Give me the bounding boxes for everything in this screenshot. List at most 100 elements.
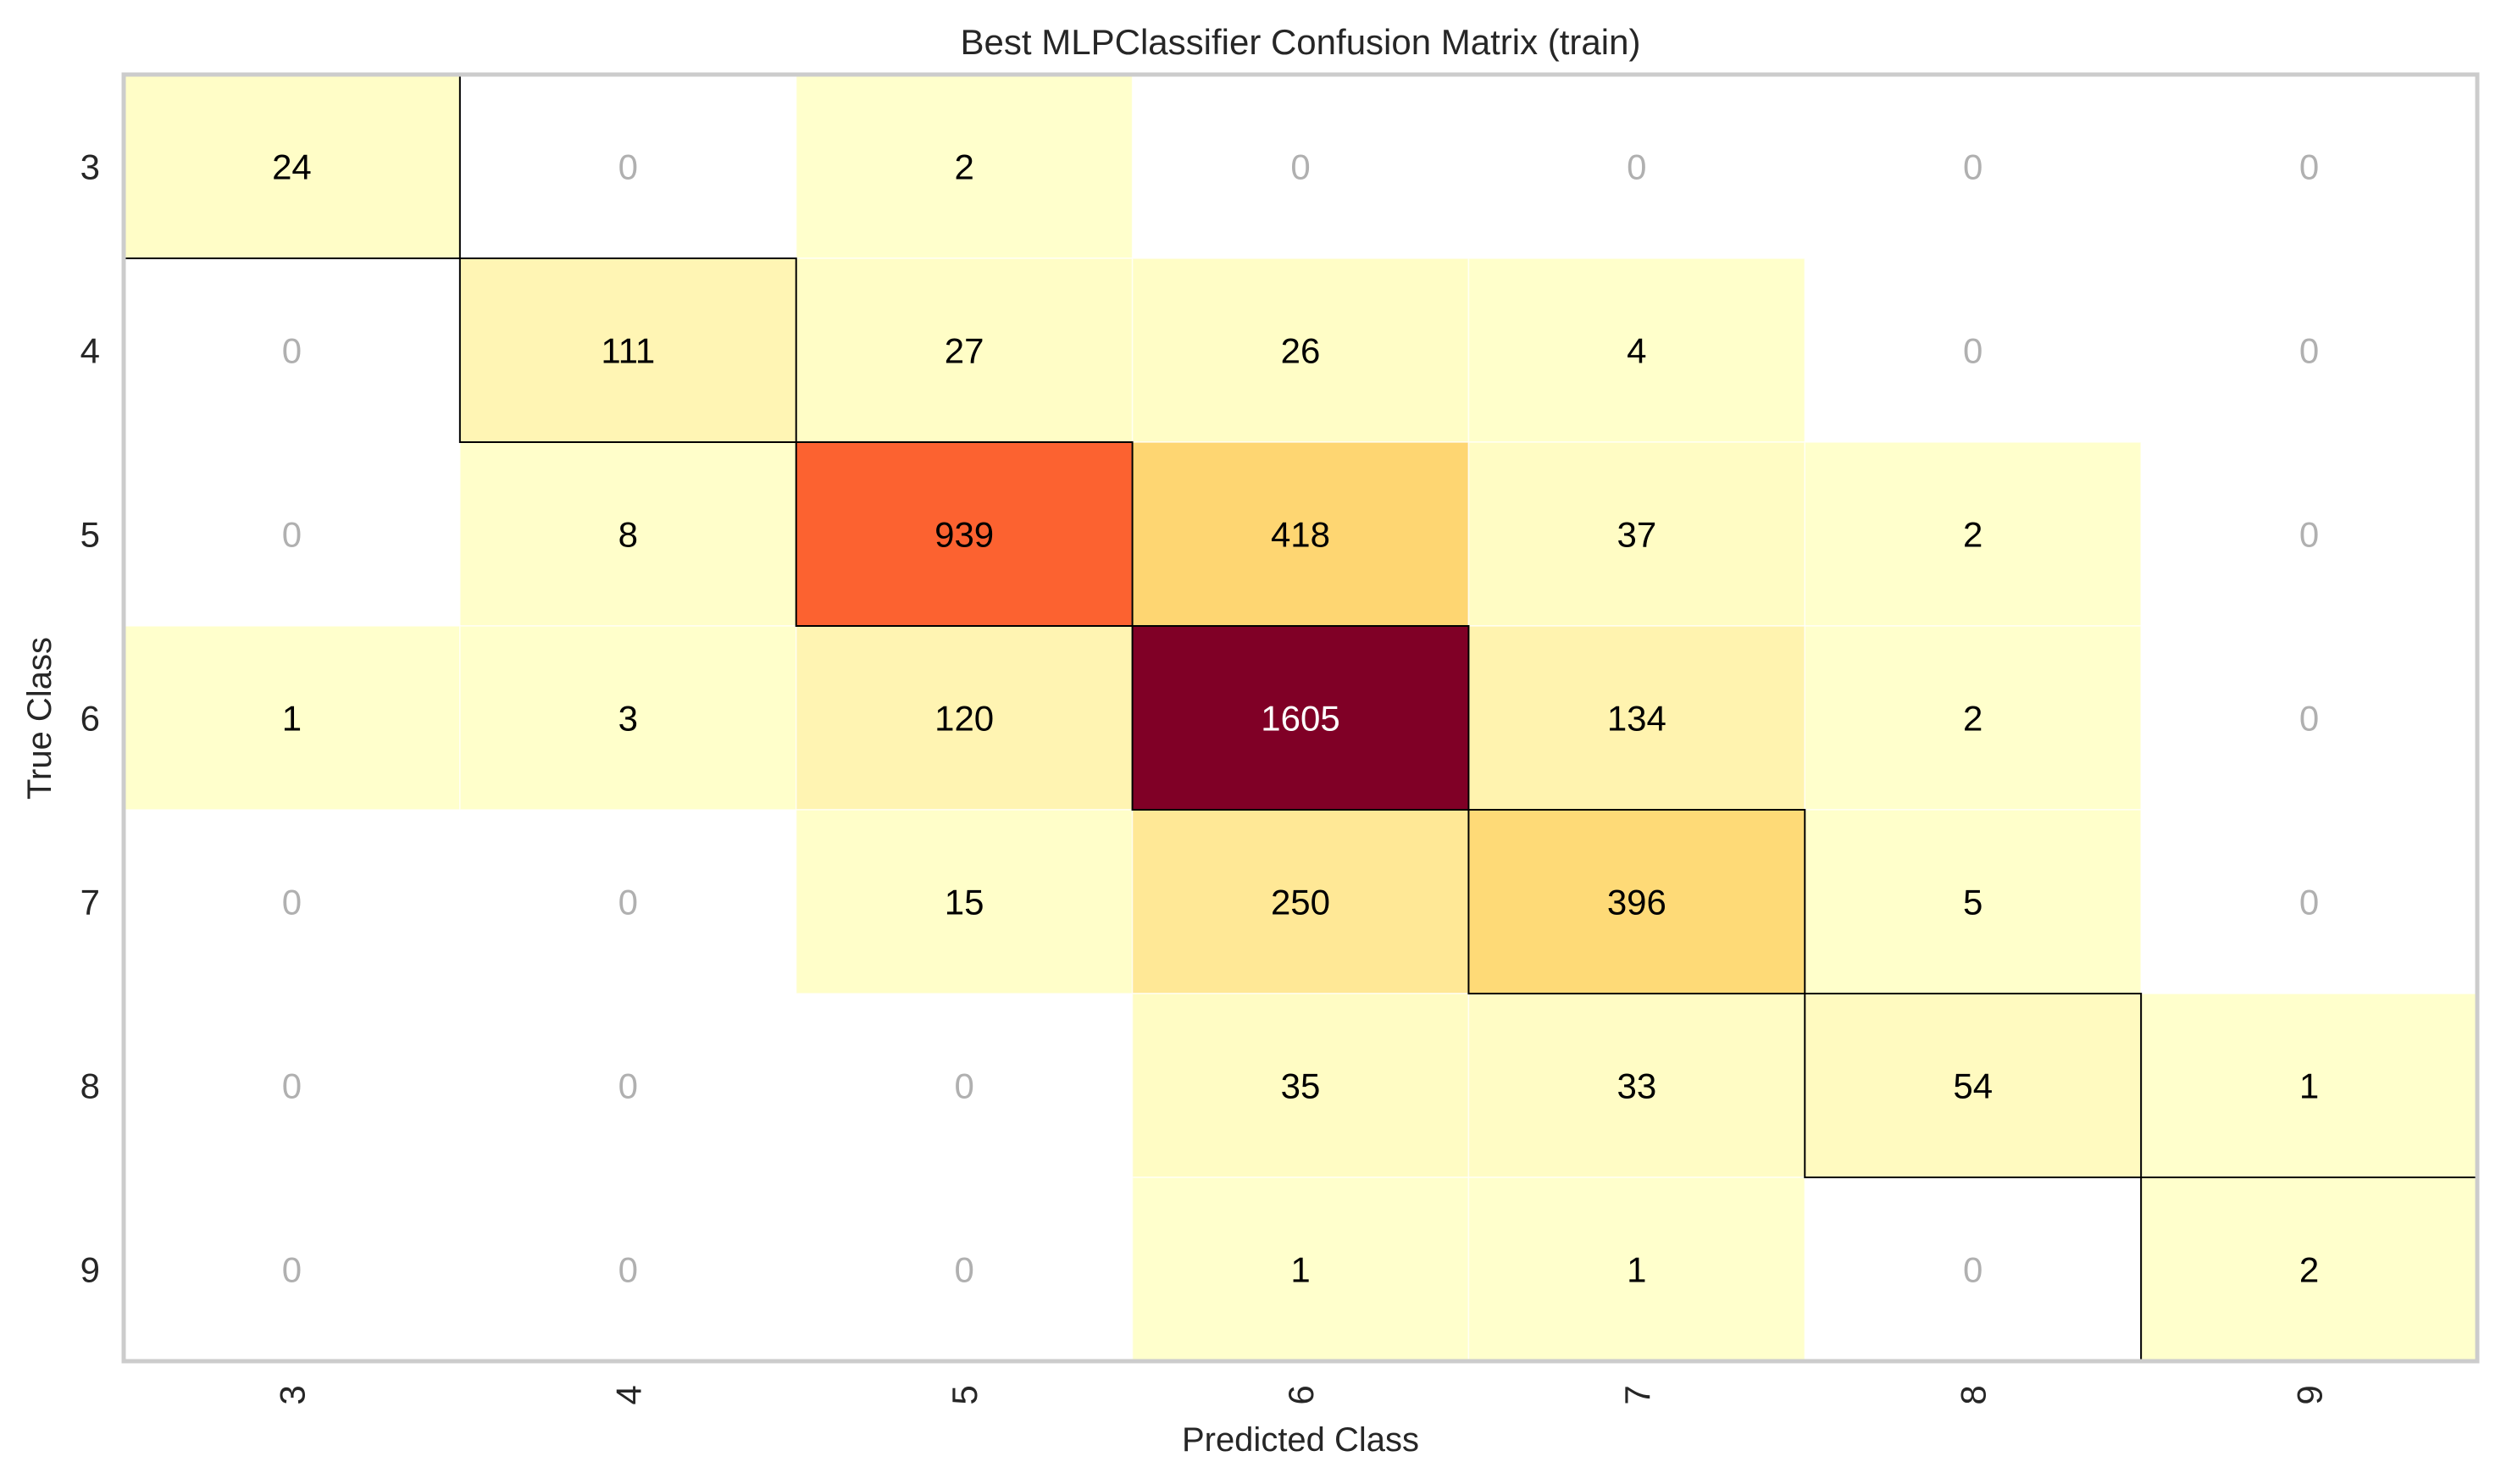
heatmap-cell	[2141, 810, 2477, 994]
x-tick-labels: 3 4 5 6 7 8 9	[272, 1385, 2329, 1404]
heatmap-cell	[1805, 258, 2142, 442]
cell-value-label: 250	[1271, 883, 1330, 922]
cell-value-label: 35	[1281, 1066, 1321, 1106]
heatmap-cell	[1131, 441, 1470, 627]
diagonal-cell-outline	[458, 257, 797, 443]
cell-value-label: 0	[282, 1250, 302, 1290]
heatmap-cell	[124, 1177, 460, 1361]
cell-value-label: 1605	[1261, 699, 1339, 739]
cell-value-label: 0	[1627, 147, 1646, 187]
cell-value-label: 27	[945, 331, 984, 371]
heatmap-cell	[124, 258, 460, 442]
heatmap-cell	[1467, 257, 1806, 443]
cell-value-label: 2	[1963, 699, 1982, 739]
heatmap-cell	[459, 994, 796, 1177]
cell-value-label: 8	[618, 515, 638, 555]
heatmap-cell	[795, 625, 1134, 811]
cell-value-label: 0	[282, 1066, 302, 1106]
cell-value-label: 0	[2299, 515, 2319, 555]
cell-value-label: 939	[934, 515, 994, 555]
cell-value-label: 111	[601, 331, 655, 371]
cell-value-label: 0	[2299, 699, 2319, 739]
heatmap-cell	[795, 257, 1134, 443]
diagonal-cell-outline	[1467, 809, 1806, 994]
heatmap-cell	[459, 625, 797, 811]
cell-value-label: 1	[1627, 1250, 1646, 1290]
heatmap-cell	[123, 625, 461, 811]
heatmap-cell	[459, 1177, 796, 1361]
heatmap-cell	[795, 441, 1134, 627]
y-tick-label: 9	[80, 1250, 100, 1290]
heatmap-cell	[1131, 993, 1470, 1178]
cell-value-label: 396	[1607, 883, 1666, 922]
x-tick-label: 8	[1954, 1385, 1994, 1404]
cell-value-label: 0	[618, 147, 638, 187]
heatmap-cell	[124, 442, 460, 626]
cell-value-label: 0	[1963, 1250, 1982, 1290]
cell-value-label: 54	[1953, 1066, 1993, 1106]
heatmap-cell	[1131, 1177, 1470, 1362]
heatmap-cell	[459, 810, 796, 994]
cell-value-label: 0	[2299, 147, 2319, 187]
x-axis-label: Predicted Class	[1182, 1421, 1419, 1459]
diagonal-cell-outline	[795, 441, 1134, 627]
x-tick-label: 9	[2290, 1385, 2330, 1404]
y-tick-labels: 3 4 5 6 7 8 9	[80, 147, 100, 1290]
heatmap-cell	[796, 1177, 1133, 1361]
cell-value-label: 0	[954, 1250, 973, 1290]
x-tick-label: 6	[1281, 1385, 1321, 1404]
y-tick-label: 5	[80, 515, 100, 555]
x-tick-label: 5	[945, 1385, 984, 1404]
y-tick-label: 3	[80, 147, 100, 187]
heatmap-cell	[1804, 625, 2142, 811]
heatmap-cell	[2141, 258, 2477, 442]
cell-value-label: 15	[945, 883, 984, 922]
cell-value-label: 1	[282, 699, 302, 739]
cell-value-label: 120	[934, 699, 994, 739]
heatmap-cell	[1805, 75, 2142, 258]
cell-value-label: 0	[282, 883, 302, 922]
cell-value-label: 5	[1963, 883, 1982, 922]
cell-value-label: 0	[1290, 147, 1310, 187]
heatmap-cell	[1132, 75, 1469, 258]
cell-value-label: 26	[1281, 331, 1321, 371]
cell-labels: 24 0 2 0 0 0 0 0 111 27 26 4 0 0 0 8 939 418 37 2 0 1 3 120 1605…	[272, 147, 2319, 1290]
heatmap-cell	[459, 75, 796, 258]
heatmap-cell	[2141, 442, 2477, 626]
heatmap-cell	[796, 994, 1133, 1177]
cell-value-label: 33	[1616, 1066, 1656, 1106]
heatmap-cell	[124, 810, 460, 994]
y-tick-label: 7	[80, 883, 100, 922]
plot-frame	[121, 72, 2480, 1364]
cell-value-label: 1	[2299, 1066, 2319, 1106]
heatmap-cell	[124, 994, 460, 1177]
heatmap-cell	[2141, 626, 2477, 810]
cell-value-label: 0	[2299, 331, 2319, 371]
cell-value-label: 24	[272, 147, 312, 187]
cell-value-label: 0	[618, 1066, 638, 1106]
cell-value-label: 37	[1616, 515, 1656, 555]
cell-value-label: 0	[618, 883, 638, 922]
cell-value-label: 4	[1627, 331, 1646, 371]
cell-value-label: 134	[1607, 699, 1666, 739]
cell-value-label: 0	[282, 331, 302, 371]
cell-value-label: 418	[1271, 515, 1330, 555]
heatmap-cell	[1467, 625, 1806, 811]
y-tick-label: 6	[80, 699, 100, 739]
cell-value-label: 0	[2299, 883, 2319, 922]
heatmap-cell	[1467, 1177, 1806, 1362]
heatmap-cell	[2140, 1177, 2478, 1362]
heatmap-cell	[459, 441, 797, 627]
cell-value-label: 3	[618, 699, 638, 739]
x-tick-label: 3	[272, 1385, 312, 1404]
cell-value-label: 0	[954, 1066, 973, 1106]
diagonal-cell-outline	[1804, 993, 2143, 1178]
cell-value-label: 2	[954, 147, 973, 187]
heatmap-cell	[1468, 75, 1805, 258]
y-tick-label: 4	[80, 331, 100, 371]
diagonal-cell-outline	[1131, 625, 1470, 811]
diagonal-outline	[123, 74, 2478, 1362]
cell-value-label: 0	[282, 515, 302, 555]
heatmap-cell	[1805, 1177, 2142, 1361]
